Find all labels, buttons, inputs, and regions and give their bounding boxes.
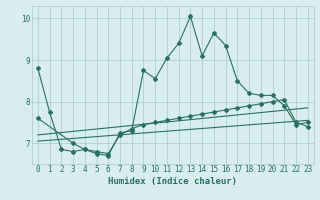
X-axis label: Humidex (Indice chaleur): Humidex (Indice chaleur) [108,177,237,186]
